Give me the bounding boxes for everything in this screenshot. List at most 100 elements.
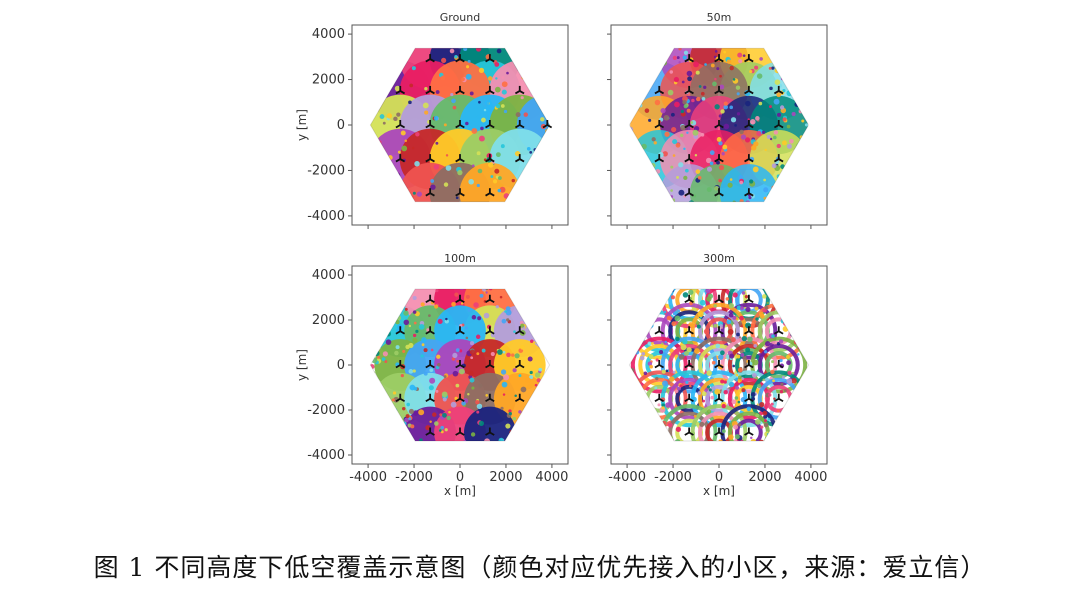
scatter-point — [709, 150, 715, 156]
scatter-point — [705, 157, 712, 164]
coverage-ring — [757, 343, 800, 387]
scatter-point — [487, 76, 493, 81]
scatter-point — [469, 341, 475, 346]
scatter-point — [678, 354, 685, 360]
scatter-point — [484, 100, 490, 106]
scatter-point — [705, 289, 711, 294]
scatter-point — [684, 350, 689, 356]
y-tick-label: 0 — [337, 358, 345, 373]
scatter-point — [654, 99, 661, 106]
scatter-point — [727, 328, 734, 335]
scatter-point — [495, 305, 499, 309]
coverage-ring — [660, 302, 718, 360]
scatter-point — [377, 355, 381, 359]
scatter-point — [686, 108, 691, 113]
scatter-point — [497, 188, 501, 193]
base-station-icon — [744, 294, 754, 304]
scatter-point — [443, 182, 449, 187]
scatter-point — [418, 323, 425, 330]
scatter-point — [405, 324, 408, 328]
scatter-point — [772, 379, 775, 383]
scatter-point — [736, 92, 740, 96]
scatter-point — [686, 131, 689, 135]
scatter-point — [714, 77, 717, 81]
x-axis-label: x [m] — [444, 484, 476, 498]
scatter-point — [749, 69, 753, 74]
base-station-icon — [485, 54, 495, 63]
scatter-point — [518, 374, 522, 378]
x-tick-label: 4000 — [794, 470, 827, 485]
scatter-point — [463, 440, 467, 441]
scatter-point — [736, 112, 741, 116]
panel-2: 4000 2000 0 -2000 -4000 -4000 -2000 0 2000 4000 10… — [295, 252, 569, 498]
scatter-point — [466, 65, 470, 69]
scatter-point — [512, 416, 517, 421]
scatter-point — [434, 304, 439, 309]
scatter-point — [692, 129, 699, 136]
scatter-point — [534, 372, 541, 378]
scatter-point — [688, 322, 694, 328]
scatter-point — [671, 127, 677, 133]
scatter-point — [444, 319, 450, 324]
scatter-point — [505, 423, 511, 429]
scatter-point — [708, 388, 712, 392]
scatter-point — [445, 154, 449, 157]
y-axis-label: y [m] — [295, 109, 309, 141]
scatter-point — [701, 391, 707, 397]
scatter-point — [413, 321, 417, 325]
base-station-icon — [514, 326, 525, 335]
scatter-point — [423, 371, 428, 376]
scatter-point — [744, 294, 749, 299]
scatter-point — [763, 414, 768, 419]
scatter-point — [403, 319, 410, 326]
y-tick-label: 0 — [337, 118, 345, 133]
scatter-point — [669, 376, 675, 382]
scatter-point — [728, 303, 735, 309]
base-station-icon — [455, 294, 465, 304]
scatter-point — [706, 166, 713, 172]
base-station-icon — [714, 427, 724, 436]
scatter-point — [503, 374, 510, 381]
scatter-point — [457, 169, 463, 176]
scatter-point — [682, 55, 687, 60]
scatter-point — [647, 341, 652, 346]
scatter-point — [712, 81, 717, 87]
scatter-point — [458, 368, 465, 375]
scatter-point — [718, 354, 724, 360]
base-station-icon — [654, 85, 665, 95]
scatter-point — [471, 128, 478, 134]
scatter-point — [400, 130, 406, 136]
scatter-point — [728, 312, 734, 318]
hex-boundary — [369, 288, 551, 442]
scatter-point — [669, 70, 674, 74]
base-station-icon — [684, 188, 694, 197]
scatter-point — [786, 354, 791, 359]
scatter-point — [723, 50, 727, 54]
scatter-point — [495, 103, 501, 109]
scatter-point — [734, 396, 739, 400]
scatter-point — [481, 348, 486, 353]
base-station-icon — [395, 393, 406, 403]
scatter-point — [490, 332, 496, 338]
scatter-point — [429, 377, 436, 384]
scatter-point — [501, 318, 507, 324]
scatter-point — [471, 315, 477, 320]
base-station-icon — [395, 326, 406, 335]
scatter-point — [723, 101, 728, 106]
scatter-point — [736, 332, 740, 337]
scatter-point — [499, 295, 503, 299]
base-station-icon — [485, 188, 495, 197]
scatter-point — [477, 316, 482, 321]
scatter-point — [430, 184, 436, 190]
base-station-icon — [744, 154, 754, 163]
x-tick-label: 2000 — [489, 470, 522, 485]
scatter-point — [386, 113, 393, 119]
scatter-point — [685, 168, 689, 173]
scatter-point — [498, 437, 504, 441]
scatter-point — [381, 357, 386, 361]
scatter-point — [778, 339, 784, 344]
scatter-point — [490, 175, 494, 178]
scatter-point — [674, 101, 680, 108]
scatter-point — [505, 306, 511, 312]
scatter-point — [750, 392, 756, 397]
